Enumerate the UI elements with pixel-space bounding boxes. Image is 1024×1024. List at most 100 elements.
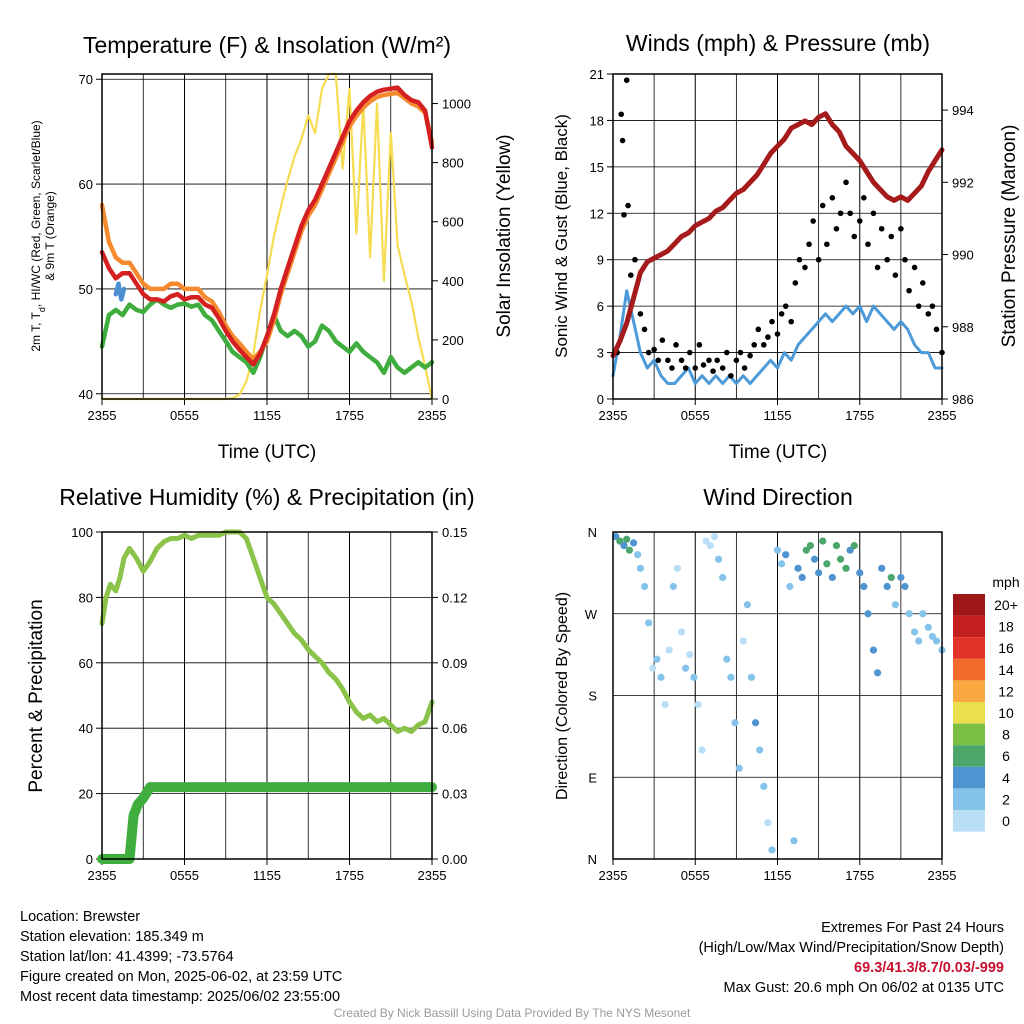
x-tick-label: 1755	[845, 408, 874, 423]
y-right-tick-label: 400	[442, 274, 464, 289]
gust-point	[856, 218, 863, 224]
gust-point	[755, 326, 762, 333]
gust-point	[659, 337, 666, 343]
gust-point	[933, 326, 940, 333]
direction-point	[887, 573, 895, 582]
y-right-tick-label: 600	[442, 215, 464, 230]
direction-point	[673, 564, 682, 572]
y-right-tick-label: 0.06	[442, 721, 467, 736]
y-tick-label: 21	[590, 67, 604, 82]
gust-point	[637, 311, 644, 317]
series-precipitation	[97, 782, 437, 864]
direction-point	[819, 537, 827, 545]
gust-point	[714, 357, 720, 364]
legend-swatch	[953, 745, 985, 767]
direction-point	[710, 532, 719, 541]
direction-point	[873, 669, 882, 677]
humidity-panel-title: Relative Humidity (%) & Precipitation (i…	[59, 484, 474, 510]
gust-point	[796, 256, 803, 263]
y-right-tick-label: 0.03	[442, 787, 467, 802]
gust-point	[833, 225, 840, 232]
direction-point	[842, 564, 850, 572]
y-tick-label: E	[588, 770, 597, 785]
gust-point	[710, 368, 716, 374]
y-tick-label: 100	[71, 525, 93, 540]
direction-point	[661, 700, 669, 709]
gust-point	[673, 342, 679, 348]
direction-point	[815, 569, 823, 577]
gust-point	[700, 362, 707, 368]
direction-point	[864, 610, 872, 618]
elevation-text: Station elevation: 185.349 m	[20, 929, 204, 945]
gust-point	[665, 357, 671, 364]
credit-text: Created By Nick Bassill Using Data Provi…	[333, 1006, 691, 1020]
y-tick-label: 0	[86, 852, 93, 867]
direction-point	[832, 542, 841, 550]
x-tick-label: 1155	[764, 868, 792, 883]
gust-point	[792, 280, 799, 286]
series-station-pressure	[610, 111, 945, 359]
direction-point	[649, 664, 657, 672]
gust-point	[733, 357, 740, 364]
y-tick-label: N	[588, 525, 597, 540]
y-right-tick-label: 990	[952, 248, 974, 263]
temperature-y-right-label: Solar Insolation (Yellow)	[494, 134, 515, 337]
direction-point	[669, 582, 677, 591]
gust-point	[618, 111, 625, 118]
gust-point	[651, 346, 657, 353]
series-2m-t	[99, 85, 435, 367]
x-tick-label: 0555	[681, 868, 710, 883]
series-relative-humidity	[99, 529, 435, 734]
direction-point	[623, 535, 631, 543]
y-tick-label: 60	[79, 656, 93, 671]
direction-point	[905, 610, 913, 618]
legend-label: 12	[998, 683, 1014, 699]
direction-point	[698, 746, 706, 754]
direction-point	[782, 551, 790, 559]
direction-point	[727, 673, 735, 681]
legend-swatch	[953, 615, 985, 638]
x-tick-label: 1155	[764, 408, 792, 423]
plot-border	[612, 73, 943, 400]
gust-point	[929, 303, 936, 309]
gust-point	[892, 272, 899, 278]
y-right-tick-label: 992	[952, 175, 974, 190]
direction-point	[919, 610, 927, 618]
y-tick-label: 70	[79, 72, 93, 87]
direction-point	[645, 619, 653, 627]
gust-point	[782, 303, 789, 309]
legend-label: 20+	[994, 597, 1018, 613]
latlon-text: Station lat/lon: 41.4399; -73.5764	[20, 949, 234, 965]
legend-label: 6	[1002, 748, 1010, 764]
extremes-info: Extremes For Past 24 Hours (High/Low/Max…	[699, 918, 1004, 998]
y-tick-label: 0	[597, 392, 604, 407]
direction-point	[625, 546, 634, 554]
direction-point	[860, 582, 868, 591]
direction-point	[806, 542, 815, 550]
gust-point	[847, 210, 853, 217]
speed-legend-title: mph	[992, 574, 1019, 590]
legend-label: 16	[998, 640, 1014, 656]
direction-point	[897, 573, 905, 582]
y-right-tick-label: 200	[442, 333, 464, 348]
direction-point	[760, 782, 768, 790]
gust-point	[719, 365, 726, 371]
direction-point	[828, 573, 836, 582]
direction-point	[836, 555, 845, 563]
direction-point	[794, 564, 802, 572]
extremes-values: 69.3/41.3/8.7/0.03/-999	[854, 960, 1004, 976]
direction-point	[823, 560, 831, 568]
gust-point	[874, 264, 881, 271]
series-wind-chill	[113, 281, 127, 302]
gust-point	[678, 357, 685, 364]
gust-point	[915, 303, 922, 309]
gust-point	[843, 179, 849, 186]
gust-point	[906, 287, 912, 294]
gust-point	[737, 349, 744, 356]
gust-point	[723, 349, 730, 356]
x-tick-label: 2355	[928, 408, 957, 423]
gust-point	[669, 365, 675, 371]
y-tick-label: 80	[79, 590, 93, 605]
humidity-panel: 2355 0555 1155 1755 23550204060801000.000.03…	[71, 525, 467, 883]
